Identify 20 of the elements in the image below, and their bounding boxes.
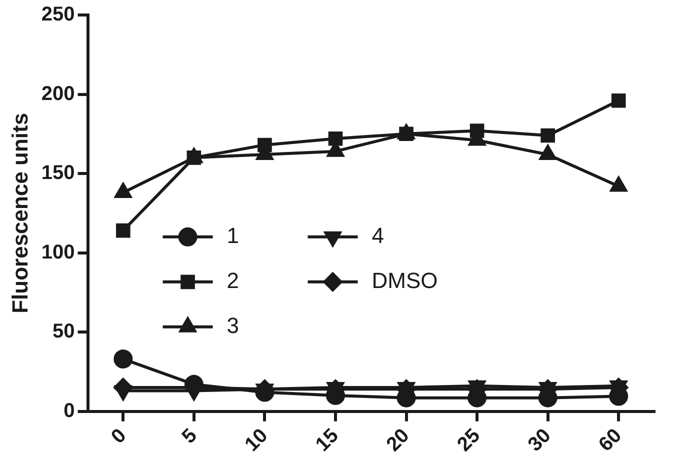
y-tick-label: 50 (52, 320, 75, 343)
y-tick-label: 250 (41, 4, 75, 26)
y-tick-label: 200 (41, 82, 75, 105)
y-tick-label: 100 (41, 241, 75, 264)
legend-label: 1 (226, 222, 240, 248)
legend-label: 2 (226, 268, 240, 293)
x-tick-label: 0 (107, 424, 131, 448)
y-axis-title: Fluorescence units (7, 112, 32, 314)
y-tick-label: 0 (64, 400, 75, 422)
legend-label: 3 (226, 312, 240, 338)
y-tick-label: 150 (41, 162, 75, 184)
x-tick-label: 30 (524, 424, 556, 456)
legend-label: 4 (372, 222, 384, 248)
legend-label: DMSO (372, 268, 438, 293)
x-tick-label: 60 (594, 424, 626, 456)
x-tick-label: 25 (453, 424, 484, 456)
x-tick-label: 10 (240, 424, 272, 456)
x-tick-label: 15 (312, 424, 343, 456)
x-tick-label: 20 (382, 424, 414, 456)
x-tick-label: 5 (178, 424, 202, 448)
